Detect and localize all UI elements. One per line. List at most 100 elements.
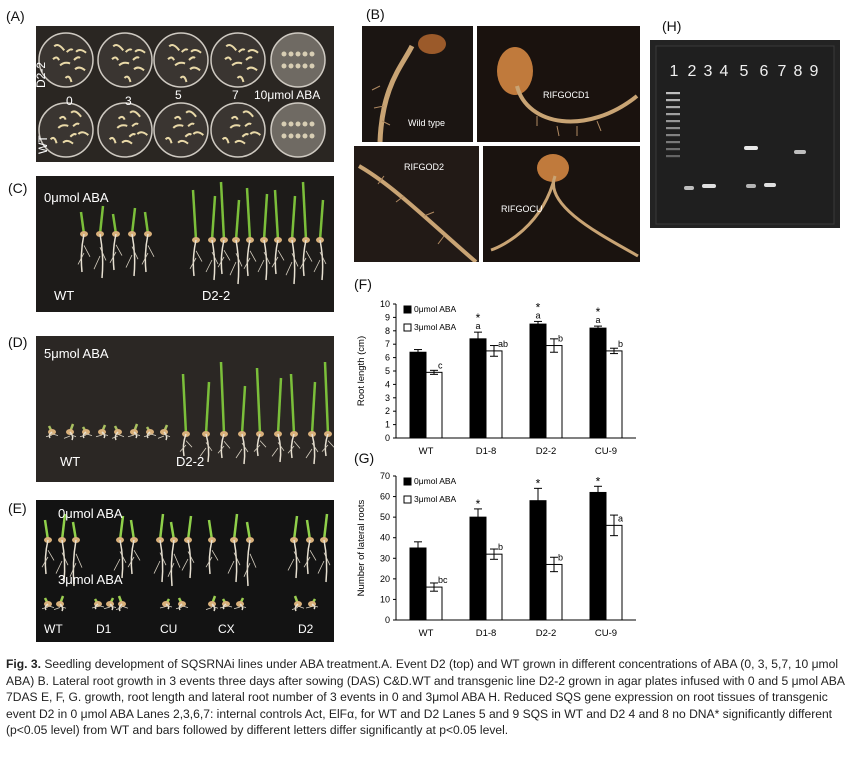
gel-lane-number: 9 — [810, 63, 819, 80]
petri-dish — [97, 32, 153, 88]
y-tick-label: 10 — [380, 594, 390, 604]
significance-letter: b — [618, 339, 623, 349]
bar — [425, 586, 443, 621]
panel-d-label: (D) — [8, 334, 28, 350]
y-tick-label: 30 — [380, 553, 390, 563]
x-tick-label: D1-8 — [476, 628, 497, 639]
y-tick-label: 3 — [385, 393, 390, 403]
gel-lane-number: 1 — [670, 63, 679, 80]
e-line-wt: WT — [44, 622, 63, 636]
gel-lane-number: 5 — [740, 63, 749, 80]
panel-h-label: (H) — [662, 18, 682, 34]
significance-letter: a — [535, 310, 540, 320]
y-tick-label: 1 — [385, 420, 390, 430]
significance-star: * — [536, 300, 541, 314]
significance-star: * — [476, 497, 481, 511]
x-tick-label: D1-8 — [476, 446, 497, 457]
conc-7: 7 — [232, 88, 239, 102]
gel-lane-number: 4 — [720, 63, 729, 80]
significance-letter: bc — [438, 575, 448, 585]
petri-dish — [270, 32, 326, 88]
gel-lane-number: 6 — [760, 63, 769, 80]
legend-swatch — [403, 495, 412, 504]
petri-dish — [210, 32, 266, 88]
gel-band — [702, 184, 716, 188]
y-axis-label: Root length (cm) — [356, 336, 367, 406]
bar — [545, 563, 563, 621]
significance-letter: a — [595, 315, 600, 325]
bar — [529, 323, 547, 439]
significance-letter: b — [498, 542, 503, 552]
y-tick-label: 0 — [385, 433, 390, 443]
panel-a-photo: D2-2 WT 0 3 5 7 10μmol ABA — [36, 26, 334, 162]
panel-b-photo-1: Wild type — [362, 26, 473, 142]
conc-10: 10μmol ABA — [254, 88, 321, 102]
bar — [469, 516, 487, 621]
y-tick-label: 40 — [380, 533, 390, 543]
e-bottom-treatment: 3μmol ABA — [58, 572, 123, 587]
significance-star: * — [476, 311, 481, 325]
bar — [485, 553, 503, 621]
x-tick-label: CU-9 — [595, 628, 617, 639]
significance-star: * — [596, 474, 601, 488]
bar — [589, 327, 607, 439]
x-tick-label: WT — [419, 628, 434, 639]
bar — [589, 491, 607, 621]
legend-swatch — [403, 477, 412, 486]
y-tick-label: 9 — [385, 312, 390, 322]
bar — [485, 350, 503, 439]
e-line-cu: CU — [160, 622, 178, 636]
conc-3: 3 — [125, 94, 132, 108]
gel-lane-number: 7 — [778, 63, 787, 80]
petri-dish — [38, 32, 94, 88]
b-label-rifgocd1: RIFGOCD1 — [543, 90, 590, 100]
panel-b-label: (B) — [366, 6, 385, 22]
legend-label: 3μmol ABA — [414, 322, 457, 332]
c-left: WT — [54, 288, 75, 303]
y-tick-label: 70 — [380, 471, 390, 481]
petri-dish — [97, 102, 153, 158]
legend-swatch — [403, 305, 412, 314]
y-tick-label: 50 — [380, 512, 390, 522]
legend-label: 0μmol ABA — [414, 476, 457, 486]
y-tick-label: 10 — [380, 299, 390, 309]
y-tick-label: 7 — [385, 339, 390, 349]
significance-letter: b — [558, 334, 563, 344]
bar — [409, 547, 427, 621]
x-tick-label: WT — [419, 446, 434, 457]
x-tick-label: D2-2 — [536, 628, 557, 639]
bar — [409, 351, 427, 439]
panel-b-photo-2: RIFGOCD1 — [477, 26, 640, 142]
significance-letter: a — [618, 513, 623, 523]
c-right: D2-2 — [202, 288, 231, 303]
petri-dish — [210, 102, 266, 158]
bar — [469, 338, 487, 439]
e-top-treatment: 0μmol ABA — [58, 506, 123, 521]
gel-lane-number: 2 — [688, 63, 697, 80]
caption-fig-number: Fig. 3. — [6, 657, 41, 671]
legend-swatch — [403, 323, 412, 332]
x-tick-label: CU-9 — [595, 446, 617, 457]
gel-band — [684, 186, 694, 190]
significance-letter: c — [438, 360, 443, 370]
row-label-d2: D2-2 — [36, 61, 48, 88]
y-tick-label: 60 — [380, 492, 390, 502]
gel-lane-number: 8 — [794, 63, 803, 80]
c-treatment: 0μmol ABA — [44, 190, 109, 205]
panel-e-label: (E) — [8, 500, 27, 516]
petri-dish — [153, 32, 209, 88]
significance-star: * — [596, 305, 601, 319]
bar — [605, 524, 623, 621]
y-tick-label: 2 — [385, 406, 390, 416]
y-tick-label: 0 — [385, 615, 390, 625]
petri-dish — [38, 102, 94, 158]
y-tick-label: 8 — [385, 326, 390, 336]
y-axis-label: Number of lateral roots — [356, 499, 367, 596]
significance-letter: a — [475, 321, 480, 331]
significance-star: * — [536, 476, 541, 490]
y-tick-label: 20 — [380, 574, 390, 584]
gel-lane-number: 3 — [704, 63, 713, 80]
panel-a-label: (A) — [6, 8, 25, 24]
d-treatment: 5μmol ABA — [44, 346, 109, 361]
